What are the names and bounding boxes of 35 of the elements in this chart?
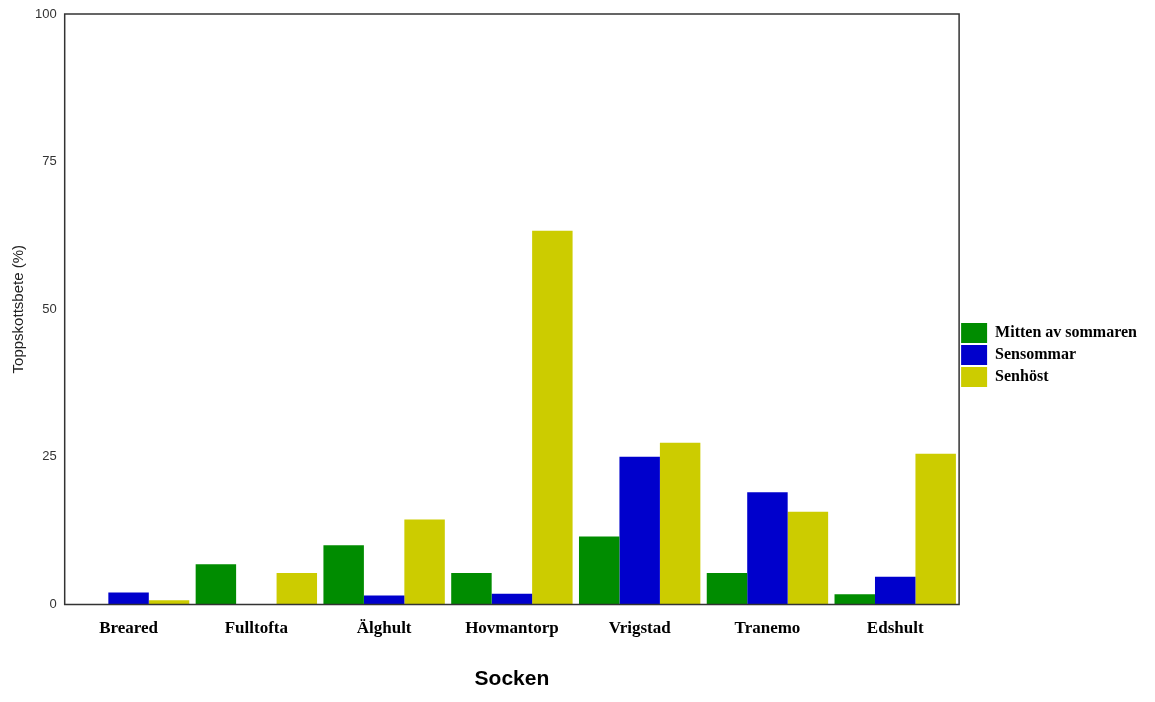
y-tick-label: 75 (42, 153, 57, 169)
bar (706, 573, 748, 605)
bar (108, 592, 149, 605)
bar (323, 545, 364, 605)
x-tick-label: Edshult (866, 617, 924, 637)
bar (276, 573, 318, 605)
bar (659, 442, 701, 605)
x-tick-label: Fulltofta (224, 617, 289, 637)
bar (195, 564, 237, 605)
bar (451, 573, 492, 605)
y-tick-label: 0 (49, 595, 57, 611)
legend-label: Senhöst (995, 367, 1050, 385)
bar (532, 230, 573, 605)
y-tick-label: 100 (34, 5, 57, 21)
bar (491, 593, 533, 605)
bar (148, 600, 190, 605)
bar (834, 594, 875, 605)
x-tick-label: Hovmantorp (465, 617, 559, 637)
x-tick-label: Vrigstad (608, 617, 672, 637)
bar (874, 576, 916, 605)
y-tick-label: 25 (42, 448, 57, 464)
bar (915, 453, 956, 605)
x-tick-label: Älghult (356, 617, 412, 637)
y-tick-label: 50 (42, 300, 57, 316)
bar (747, 492, 788, 605)
bar (578, 536, 620, 605)
x-tick-label: Tranemo (734, 617, 801, 637)
x-tick-label: Breared (99, 617, 159, 637)
bar (787, 511, 829, 605)
bar (404, 519, 445, 605)
legend-label: Mitten av sommaren (995, 323, 1138, 341)
y-axis-title: Toppskottsbete (%) (9, 245, 27, 374)
x-axis-title: Socken (474, 666, 550, 690)
legend-label: Sensommar (995, 345, 1076, 363)
bar (619, 456, 660, 605)
